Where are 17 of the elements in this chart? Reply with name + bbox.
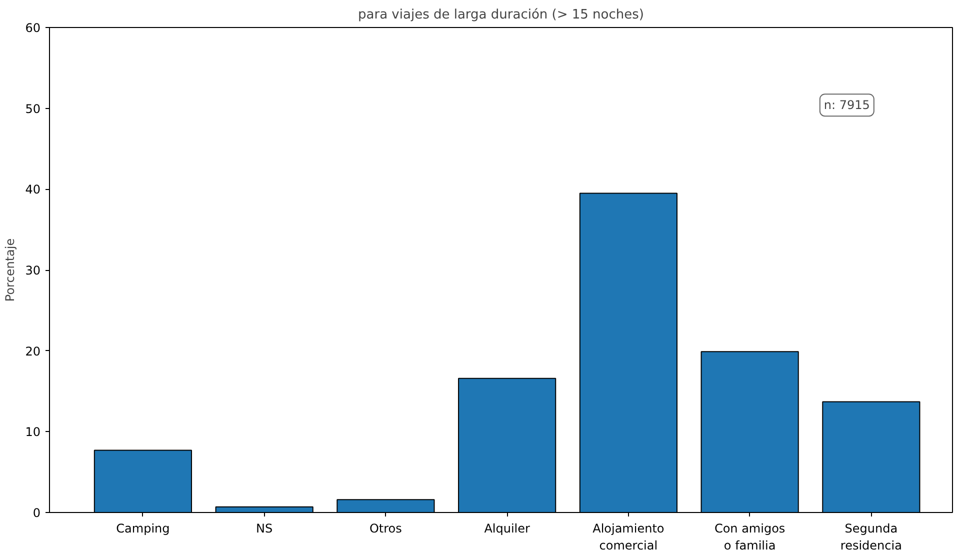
- y-tick-label: 0: [32, 506, 41, 520]
- y-tick-label: 50: [25, 102, 41, 116]
- x-tick-label: NS: [256, 522, 273, 536]
- annotation: n: 7915: [824, 98, 870, 112]
- x-tick-label: Otros: [369, 522, 402, 536]
- x-tick-label: Alquiler: [484, 522, 530, 536]
- y-tick-label: 10: [25, 425, 41, 440]
- y-tick-label: 30: [25, 264, 41, 278]
- x-tick-label: Segunda residencia: [840, 522, 902, 552]
- x-tick-label: Alojamiento comercial: [592, 522, 664, 552]
- y-tick-label: 60: [25, 21, 41, 35]
- x-tick-label: Camping: [116, 522, 170, 536]
- chart-title: para viajes de larga duración (> 15 noches): [358, 8, 644, 22]
- x-tick-label: Con amigos o familia: [714, 522, 786, 552]
- y-axis-title: Porcentaje: [3, 238, 18, 302]
- y-tick-label: 40: [25, 182, 41, 197]
- y-tick-label: 20: [25, 344, 41, 358]
